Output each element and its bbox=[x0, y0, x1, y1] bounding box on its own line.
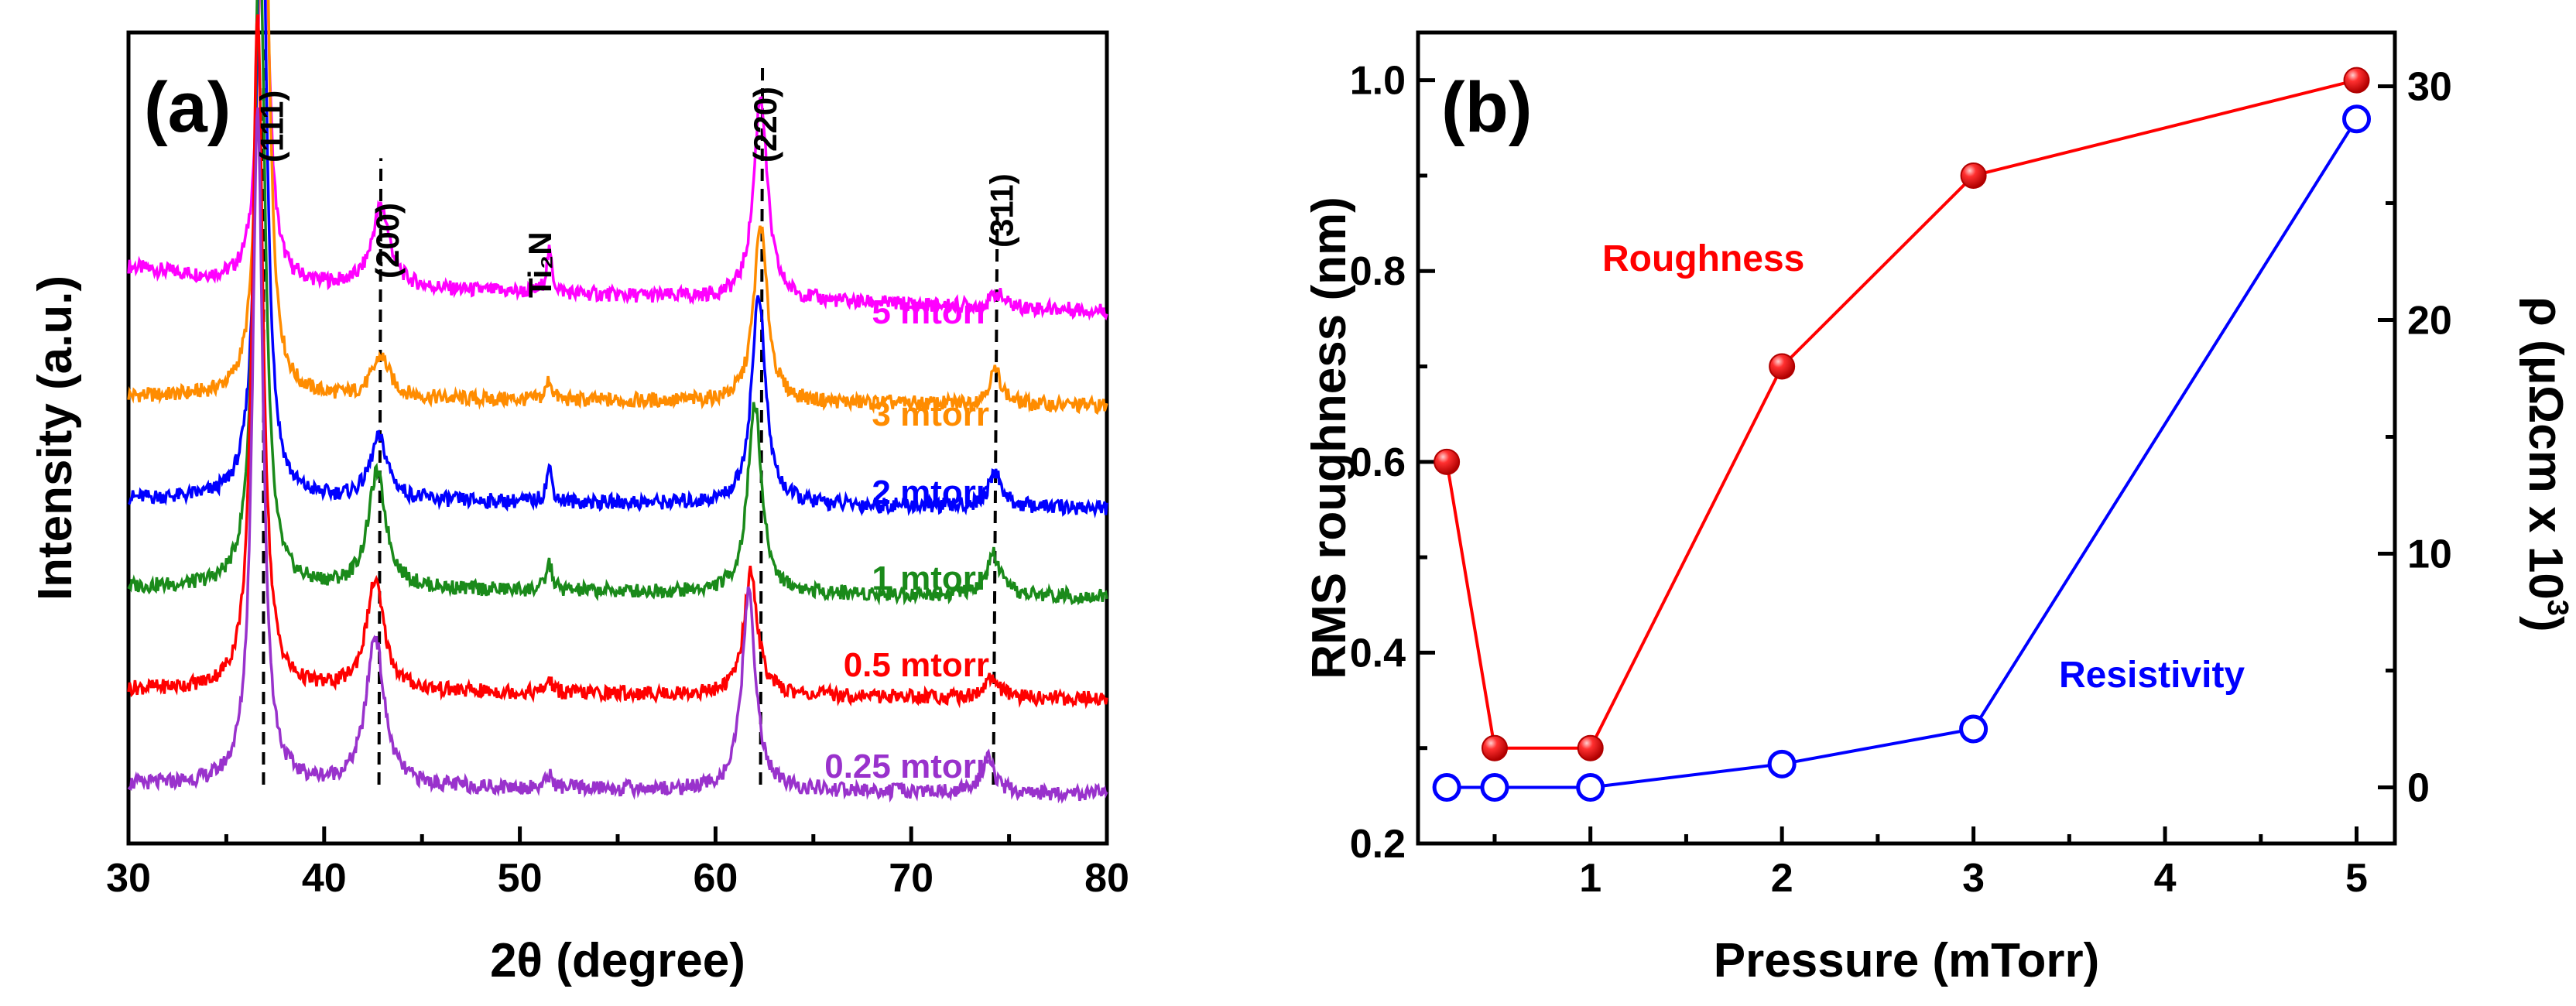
panel-b-y2-tick-label: 20 bbox=[2407, 298, 2452, 343]
panel-b-x-tick-label: 2 bbox=[1771, 856, 1793, 901]
xrd-curve bbox=[127, 14, 1108, 710]
panel-a-label: (a) bbox=[144, 68, 231, 147]
panel-a-x-tick-label: 60 bbox=[693, 856, 738, 901]
panel-b-y-tick-label: 1.0 bbox=[1350, 59, 1406, 104]
panel-a-x-tick-label: 40 bbox=[302, 856, 347, 901]
y2-title-main: ρ (μΩcm x 10 bbox=[2519, 296, 2572, 599]
resistivity-point bbox=[1432, 773, 1461, 802]
panel-a-x-tick-label: 50 bbox=[498, 856, 543, 901]
resistivity-point bbox=[1576, 773, 1605, 802]
peak-label: (311) bbox=[984, 173, 1020, 248]
resistivity-point bbox=[1767, 749, 1797, 778]
panel-b-y2-tick-label: 10 bbox=[2407, 532, 2452, 577]
series-label: 0.5 mtorr bbox=[844, 646, 989, 684]
roughness-point bbox=[1769, 353, 1796, 380]
panel-a-x-ticks: 30 40 50 60 70 80 bbox=[106, 826, 1129, 901]
series-label: 1 mtorr bbox=[872, 559, 989, 597]
xrd-curve bbox=[127, 0, 1108, 519]
panel-a-peak-labels: (111) (200) Ti₂N (220) (311) bbox=[254, 87, 1020, 298]
series-label: 0.25 mtorr bbox=[824, 748, 989, 785]
xrd-curve bbox=[127, 0, 1108, 321]
panel-b-y2-axis-title: ρ (μΩcm x 103) bbox=[2519, 296, 2574, 631]
resistivity-point bbox=[1959, 714, 1989, 744]
panel-a-x-axis-title: 2θ (degree) bbox=[490, 934, 745, 987]
roughness-point bbox=[2343, 67, 2370, 94]
panel-a-y-axis-title: Intensity (a.u.) bbox=[29, 275, 82, 601]
panel-b-y-axis-title: RMS roughness (nm) bbox=[1303, 197, 1356, 679]
panel-b-ticks: 1 2 3 4 5 0.2 0.4 0.6 0.8 1.0 0 10 20 30 bbox=[1350, 59, 2452, 901]
panel-b-y-tick-label: 0.4 bbox=[1350, 631, 1406, 676]
panel-b-x-tick-label: 1 bbox=[1579, 856, 1601, 901]
panel-b-y-tick-label: 0.8 bbox=[1350, 249, 1406, 294]
panel-b-y-tick-label: 0.2 bbox=[1350, 822, 1406, 867]
panel-b-y-tick-label: 0.6 bbox=[1350, 440, 1406, 485]
resistivity-point bbox=[1480, 773, 1509, 802]
roughness-line bbox=[1445, 78, 2357, 750]
panel-a: 30 40 50 60 70 80 (111) (200) Ti₂N (220) (311) 5 … bbox=[29, 0, 1129, 987]
xrd-curve bbox=[127, 0, 1108, 416]
peak-guide-line bbox=[759, 63, 765, 785]
panel-a-x-tick-label: 80 bbox=[1084, 856, 1129, 901]
peak-label: (200) bbox=[369, 203, 406, 279]
y2-title-close: ) bbox=[2519, 616, 2572, 632]
xrd-curve bbox=[127, 107, 1108, 804]
roughness-point bbox=[1434, 448, 1461, 475]
roughness-point bbox=[1960, 162, 1987, 189]
panel-b: 1 2 3 4 5 0.2 0.4 0.6 0.8 1.0 0 10 20 30 (b) Roughnes… bbox=[1303, 30, 2574, 987]
peak-label: (220) bbox=[747, 87, 783, 163]
series-label: 5 mtorr bbox=[872, 293, 989, 331]
panel-b-points bbox=[1432, 67, 2372, 802]
y2-title-exponent: 3 bbox=[2541, 600, 2574, 616]
resistivity-point bbox=[2342, 104, 2372, 134]
roughness-point bbox=[1577, 734, 1604, 761]
peak-guide-line bbox=[992, 212, 999, 785]
peak-label: Ti₂N bbox=[522, 231, 558, 298]
panel-b-x-axis-title: Pressure (mTorr) bbox=[1714, 934, 2099, 987]
panel-a-x-tick-label: 70 bbox=[889, 856, 933, 901]
panel-b-frame bbox=[1416, 30, 2397, 846]
panel-a-series-labels: 5 mtorr 3 mtorr 2 mtorr 1 mtorr 0.5 mtorr 0.2… bbox=[824, 293, 989, 785]
panel-a-curves bbox=[127, 0, 1108, 804]
panel-b-x-tick-label: 5 bbox=[2345, 856, 2368, 901]
xrd-curve bbox=[127, 0, 1108, 606]
series-label: 2 mtorr bbox=[872, 474, 989, 512]
series-label: 3 mtorr bbox=[872, 395, 989, 433]
peak-label: (111) bbox=[254, 91, 290, 163]
panel-b-y2-tick-label: 0 bbox=[2407, 766, 2430, 811]
panel-b-label: (b) bbox=[1441, 68, 1532, 147]
roughness-label: Roughness bbox=[1602, 238, 1804, 279]
panel-a-x-tick-label: 30 bbox=[106, 856, 151, 901]
panel-b-x-tick-label: 4 bbox=[2154, 856, 2177, 901]
resistivity-label: Resistivity bbox=[2059, 655, 2245, 696]
panel-b-y2-tick-label: 30 bbox=[2407, 64, 2452, 109]
roughness-point bbox=[1481, 734, 1508, 761]
panel-b-x-tick-label: 3 bbox=[1962, 856, 1985, 901]
